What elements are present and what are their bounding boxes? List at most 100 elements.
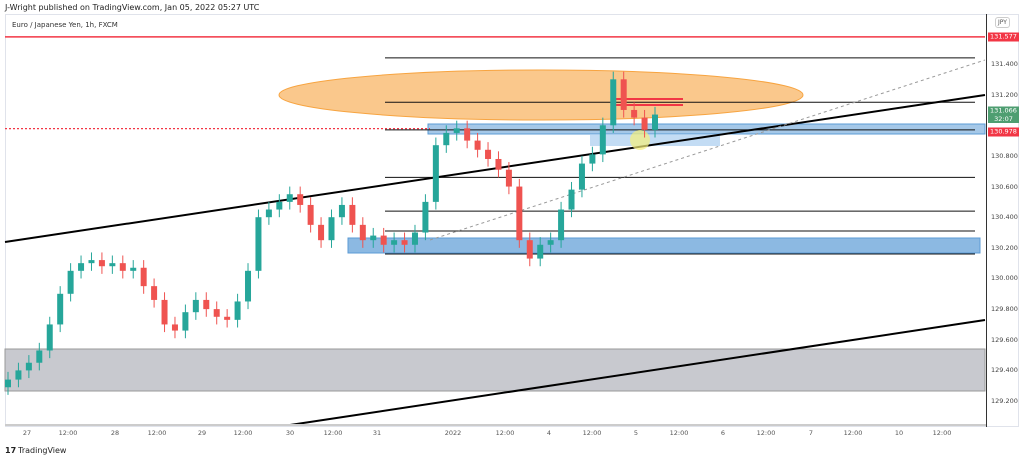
time-label: 12:00 xyxy=(669,429,689,437)
candle-body xyxy=(464,128,471,141)
price-label: 131.400 xyxy=(991,60,1018,68)
candle-body xyxy=(203,299,210,310)
time-label: 12:00 xyxy=(843,429,863,437)
candle-body xyxy=(599,125,606,155)
candle-body xyxy=(5,379,11,388)
time-label: 12:00 xyxy=(495,429,515,437)
time-label: 27 xyxy=(22,429,32,437)
candle-body xyxy=(505,169,512,187)
candle-body xyxy=(78,263,85,271)
candle-body xyxy=(15,370,22,380)
candle-body xyxy=(234,301,241,320)
candle-body xyxy=(432,145,439,202)
candle-body xyxy=(380,235,387,245)
demand-zone xyxy=(4,348,986,392)
price-tag-resistance: 131.577 xyxy=(988,32,1019,42)
candle-body xyxy=(297,194,304,205)
candle-body xyxy=(401,240,408,245)
candle-body xyxy=(411,232,418,245)
candle-body xyxy=(255,217,262,271)
candle-body xyxy=(213,309,220,317)
price-label: 130.000 xyxy=(991,274,1018,283)
tradingview-logo[interactable]: 17 TradingView xyxy=(5,446,66,455)
candle-body xyxy=(307,204,314,225)
candle-body xyxy=(182,312,189,331)
candle-body xyxy=(224,316,231,320)
price-label: 130.600 xyxy=(991,182,1018,191)
candle-body xyxy=(631,109,638,118)
currency-badge[interactable]: JPY xyxy=(995,17,1010,28)
candle-body xyxy=(568,189,575,210)
price-label: 131.200 xyxy=(991,90,1018,99)
price-tag-countdown: 32:07 xyxy=(988,115,1019,124)
time-label: 5 xyxy=(633,429,639,437)
time-label: 12:00 xyxy=(233,429,253,437)
trendline-lower xyxy=(289,319,986,426)
time-label: 30 xyxy=(285,429,295,437)
retest-zone xyxy=(590,134,720,146)
trendline-dashed xyxy=(429,59,986,241)
time-axis-line xyxy=(5,424,986,426)
price-tag-last: 131.066 xyxy=(988,106,1019,116)
candle-body xyxy=(88,260,95,264)
trendline-upper xyxy=(4,94,986,243)
candle-body xyxy=(265,209,272,218)
candle-body xyxy=(98,260,105,267)
time-label: 12:00 xyxy=(323,429,343,437)
candle-body xyxy=(119,263,126,271)
time-label: 12:00 xyxy=(147,429,167,437)
time-label: 31 xyxy=(372,429,382,437)
price-label: 129.400 xyxy=(991,366,1018,375)
candle-body xyxy=(422,201,429,233)
time-label: 29 xyxy=(197,429,207,437)
candle-body xyxy=(537,244,544,259)
candle-body xyxy=(151,286,158,300)
candle-body xyxy=(245,270,252,302)
price-label: 129.600 xyxy=(991,335,1018,344)
symbol-title: Euro / Japanese Yen, 1h, FXCM xyxy=(12,21,118,29)
candle-body xyxy=(620,79,627,110)
price-label: 130.200 xyxy=(991,243,1018,252)
time-label: 6 xyxy=(720,429,726,437)
support-zone xyxy=(427,123,986,135)
lower-support-zone xyxy=(347,237,981,254)
candle-body xyxy=(286,194,293,202)
candle-body xyxy=(46,324,53,351)
brand-label: TradingView xyxy=(18,446,67,455)
candle-body xyxy=(25,362,32,371)
candle-body xyxy=(36,350,43,363)
candle-body xyxy=(443,132,450,146)
candle-body xyxy=(318,224,325,241)
price-scale[interactable]: JPY 131.400 131.200 130.800 130.600 130.400 1… xyxy=(986,14,1020,427)
candle-body xyxy=(495,158,502,170)
candle-body xyxy=(652,114,658,130)
price-label: 130.400 xyxy=(991,213,1018,222)
candle-body xyxy=(589,154,596,164)
candle-body xyxy=(391,240,398,245)
candle-body xyxy=(558,209,565,241)
time-label: 12:00 xyxy=(756,429,776,437)
candle-body xyxy=(610,79,617,126)
chart-pane[interactable] xyxy=(5,14,1019,427)
candle-body xyxy=(578,163,585,190)
price-label: 129.200 xyxy=(991,397,1018,406)
time-label: 12:00 xyxy=(58,429,78,437)
candle-body xyxy=(57,293,64,325)
price-label: 130.800 xyxy=(991,151,1018,160)
candle-body xyxy=(485,149,492,159)
candle-body xyxy=(359,224,366,241)
time-label: 10 xyxy=(894,429,904,437)
price-tag-level: 130.978 xyxy=(988,127,1019,137)
candle-body xyxy=(453,128,460,133)
time-label: 12:00 xyxy=(582,429,602,437)
time-label: 4 xyxy=(546,429,552,437)
candle-body xyxy=(526,240,533,259)
candle-body xyxy=(192,299,199,313)
time-label: 28 xyxy=(110,429,120,437)
time-label: 7 xyxy=(808,429,814,437)
candle-body xyxy=(349,204,356,225)
publish-info: J-Wright published on TradingView.com, J… xyxy=(5,3,260,12)
candle-body xyxy=(474,140,481,150)
candle-body xyxy=(140,267,147,287)
